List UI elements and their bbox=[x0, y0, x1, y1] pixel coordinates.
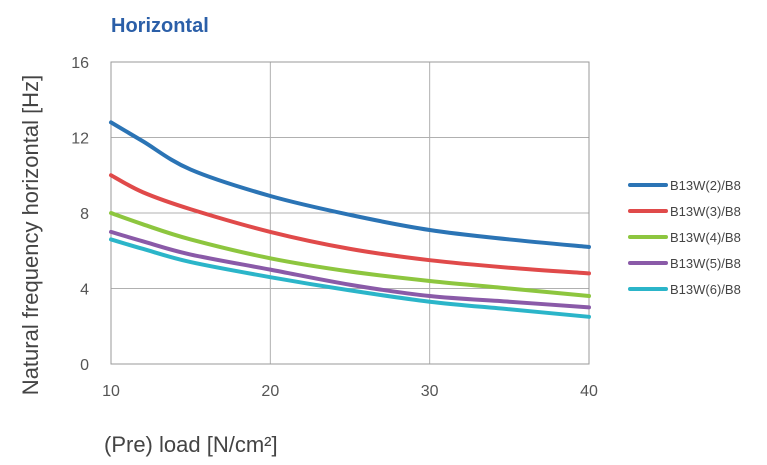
series-lines bbox=[109, 120, 591, 319]
legend-label: B13W(2)/B8 bbox=[670, 178, 741, 193]
series-line bbox=[109, 173, 591, 276]
legend-label: B13W(3)/B8 bbox=[670, 204, 741, 219]
tick-labels: 10 20 30 40 0 4 8 12 16 bbox=[71, 55, 598, 400]
legend-label: B13W(5)/B8 bbox=[670, 256, 741, 271]
y-tick-label: 16 bbox=[71, 55, 89, 72]
x-axis-label: (Pre) load [N/cm²] bbox=[104, 432, 278, 457]
legend-label: B13W(6)/B8 bbox=[670, 282, 741, 297]
legend-label: B13W(4)/B8 bbox=[670, 230, 741, 245]
y-axis-label: Natural frequency horizontal [Hz] bbox=[18, 75, 43, 395]
y-tick-label: 8 bbox=[80, 206, 89, 223]
series-line bbox=[109, 120, 591, 249]
series-line bbox=[109, 211, 591, 299]
x-tick-label: 40 bbox=[580, 383, 598, 400]
y-tick-label: 12 bbox=[71, 131, 89, 148]
legend: B13W(2)/B8 B13W(3)/B8 B13W(4)/B8 B13W(5)/B8… bbox=[628, 178, 741, 297]
x-tick-label: 20 bbox=[261, 383, 279, 400]
series-line bbox=[109, 237, 591, 319]
y-tick-label: 4 bbox=[80, 282, 89, 299]
chart-title: Horizontal bbox=[111, 15, 209, 37]
x-tick-label: 30 bbox=[421, 383, 439, 400]
y-tick-label: 0 bbox=[80, 357, 89, 374]
x-tick-label: 10 bbox=[102, 383, 120, 400]
series-line bbox=[109, 229, 591, 310]
